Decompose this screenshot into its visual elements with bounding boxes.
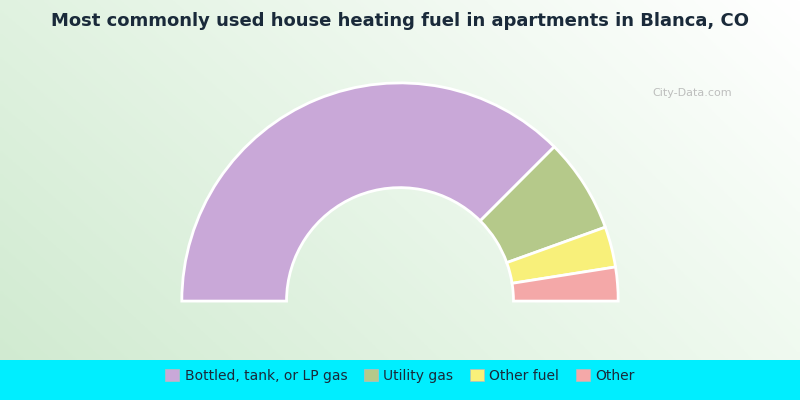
Wedge shape [506, 227, 615, 283]
Wedge shape [512, 267, 618, 301]
Legend: Bottled, tank, or LP gas, Utility gas, Other fuel, Other: Bottled, tank, or LP gas, Utility gas, O… [160, 364, 640, 388]
Text: Most commonly used house heating fuel in apartments in Blanca, CO: Most commonly used house heating fuel in… [51, 12, 749, 30]
Text: City-Data.com: City-Data.com [652, 88, 732, 98]
Wedge shape [182, 83, 554, 301]
Wedge shape [480, 147, 606, 263]
